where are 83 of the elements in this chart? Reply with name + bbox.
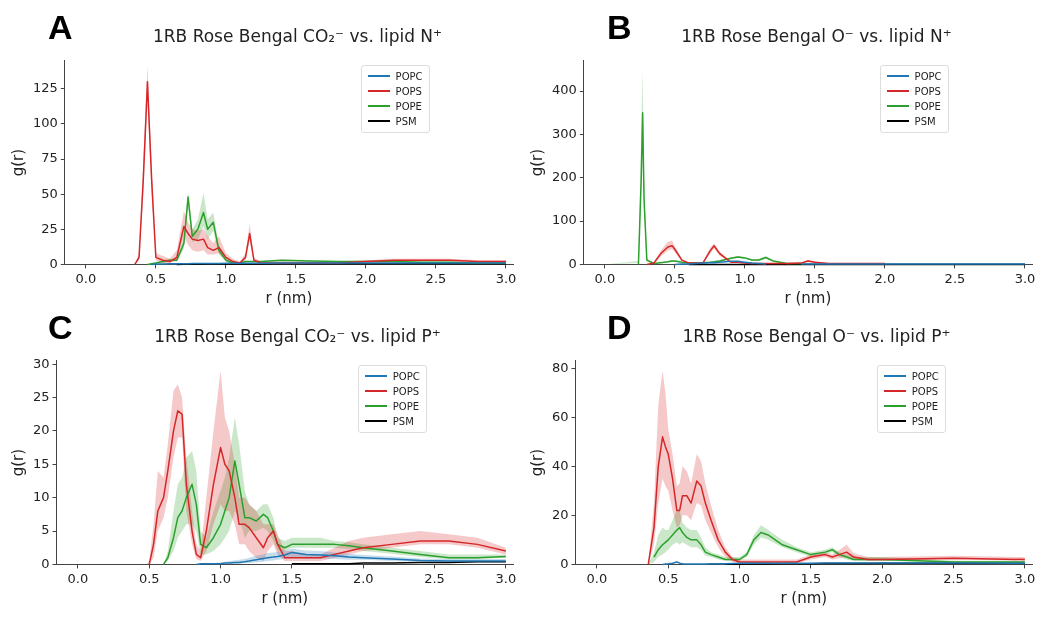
legend-label: POPS bbox=[392, 384, 420, 399]
x-tick-label: 0.5 bbox=[657, 570, 679, 586]
legend-label: POPE bbox=[911, 399, 939, 414]
chart-title: 1RB Rose Bengal CO₂⁻ vs. lipid P⁺ bbox=[154, 326, 441, 346]
x-tick-label: 3.0 bbox=[1014, 570, 1036, 586]
x-tick-label: 3.0 bbox=[495, 570, 517, 586]
y-tick-label: 40 bbox=[552, 457, 569, 473]
chart-title: 1RB Rose Bengal CO₂⁻ vs. lipid N⁺ bbox=[152, 26, 443, 46]
x-tick-label: 1.5 bbox=[281, 570, 303, 586]
legend-label: POPC bbox=[914, 69, 942, 84]
x-tick-label: 0.0 bbox=[75, 270, 97, 286]
text: A bbox=[48, 8, 73, 46]
legend-label: POPE bbox=[395, 99, 422, 114]
y-axis-title: g(r) bbox=[8, 148, 27, 177]
x-axis-title: r (nm) bbox=[265, 288, 313, 307]
x-tick-label: 1.0 bbox=[729, 570, 750, 586]
y-tick-label: 400 bbox=[551, 82, 577, 98]
x-tick-label: 0.0 bbox=[586, 570, 608, 586]
x-axis-title: r (nm) bbox=[784, 288, 832, 307]
x-tick-label: 1.5 bbox=[800, 570, 822, 586]
x-tick-label: 2.5 bbox=[944, 270, 966, 286]
y-tick-label: 100 bbox=[551, 212, 577, 228]
y-tick-label: 0 bbox=[560, 555, 569, 571]
y-tick-label: 5 bbox=[41, 522, 50, 538]
y-tick-label: 30 bbox=[33, 355, 50, 371]
legend-label: PSM bbox=[392, 414, 414, 429]
y-tick-label: 100 bbox=[32, 115, 58, 131]
y-axis-title: g(r) bbox=[8, 448, 27, 477]
x-tick-label: 0.0 bbox=[594, 270, 616, 286]
x-tick-label: 2.0 bbox=[355, 270, 377, 286]
y-axis-title: g(r) bbox=[527, 448, 546, 477]
x-tick-label: 1.0 bbox=[210, 570, 231, 586]
y-axis-title: g(r) bbox=[527, 148, 546, 177]
legend-label: POPS bbox=[395, 84, 422, 99]
x-tick-label: 3.0 bbox=[1014, 270, 1036, 286]
legend-label: POPS bbox=[911, 384, 939, 399]
legend-label: POPE bbox=[914, 99, 941, 114]
legend-label: POPS bbox=[914, 84, 941, 99]
x-tick-label: 3.0 bbox=[495, 270, 517, 286]
y-tick-label: 75 bbox=[41, 150, 58, 166]
legend-label: PSM bbox=[914, 114, 936, 129]
text: C bbox=[48, 308, 73, 346]
x-tick-label: 2.5 bbox=[943, 570, 964, 586]
legend-label: PSM bbox=[395, 114, 417, 129]
y-tick-label: 50 bbox=[41, 185, 58, 201]
x-axis-title: r (nm) bbox=[780, 588, 828, 607]
y-tick-label: 15 bbox=[33, 455, 50, 471]
legend-label: POPC bbox=[392, 369, 420, 384]
x-tick-label: 0.5 bbox=[138, 570, 160, 586]
y-tick-label: 200 bbox=[551, 169, 577, 185]
y-tick-label: 25 bbox=[41, 220, 58, 236]
y-tick-label: 80 bbox=[552, 359, 569, 375]
x-tick-label: 1.5 bbox=[285, 270, 307, 286]
x-tick-label: 0.5 bbox=[664, 270, 686, 286]
x-tick-label: 2.0 bbox=[352, 570, 374, 586]
y-tick-label: 25 bbox=[33, 388, 50, 404]
x-tick-label: 2.5 bbox=[424, 570, 445, 586]
legend-label: POPC bbox=[911, 369, 939, 384]
x-tick-label: 1.0 bbox=[215, 270, 237, 286]
legend-label: POPC bbox=[395, 69, 423, 84]
y-tick-label: 300 bbox=[551, 125, 577, 141]
text: D bbox=[607, 308, 632, 346]
x-tick-label: 1.5 bbox=[804, 270, 826, 286]
text: B bbox=[607, 8, 632, 46]
x-tick-label: 2.0 bbox=[871, 570, 893, 586]
x-axis-title: r (nm) bbox=[261, 588, 309, 607]
y-tick-label: 0 bbox=[49, 255, 58, 271]
legend-label: PSM bbox=[911, 414, 933, 429]
y-tick-label: 10 bbox=[33, 489, 50, 505]
x-tick-label: 2.0 bbox=[874, 270, 896, 286]
x-tick-label: 0.0 bbox=[67, 570, 89, 586]
y-tick-label: 125 bbox=[32, 80, 58, 96]
y-tick-label: 20 bbox=[552, 506, 569, 522]
chart-title: 1RB Rose Bengal O⁻ vs. lipid N⁺ bbox=[681, 26, 952, 46]
x-tick-label: 2.5 bbox=[425, 270, 447, 286]
y-tick-label: 0 bbox=[41, 555, 50, 571]
y-tick-label: 60 bbox=[552, 408, 569, 424]
legend-label: POPE bbox=[392, 399, 420, 414]
y-tick-label: 0 bbox=[568, 255, 577, 271]
y-tick-label: 20 bbox=[33, 422, 50, 438]
chart-title: 1RB Rose Bengal O⁻ vs. lipid P⁺ bbox=[682, 326, 951, 346]
x-tick-label: 0.5 bbox=[145, 270, 167, 286]
x-tick-label: 1.0 bbox=[734, 270, 756, 286]
